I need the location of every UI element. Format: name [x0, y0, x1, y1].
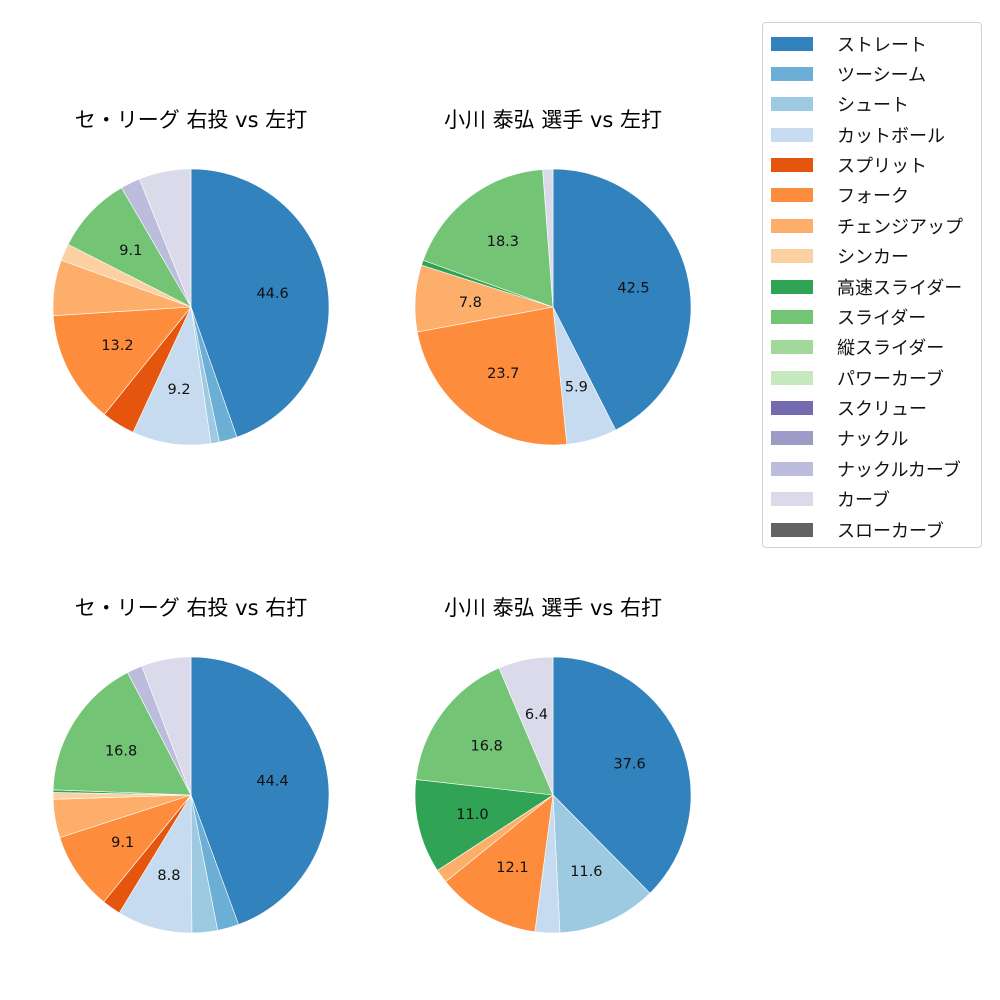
pie-slice: [422, 169, 554, 308]
legend-item: ナックルカーブ: [771, 458, 961, 481]
pie-slice: [542, 168, 554, 308]
legend-item: スクリュー: [771, 397, 927, 420]
legend-swatch: [771, 280, 813, 294]
pie-slice: [59, 794, 192, 903]
pie-slice-label: 13.2: [101, 338, 133, 354]
legend-swatch: [771, 249, 813, 263]
pie-slice: [415, 667, 554, 796]
pie-slice: [52, 306, 192, 415]
pie-slice-label: 9.2: [168, 382, 191, 398]
legend-swatch: [771, 67, 813, 81]
legend-item: シンカー: [771, 245, 909, 268]
legend-swatch: [771, 431, 813, 445]
pie-slice: [52, 672, 192, 796]
pie-slice-label: 6.4: [525, 707, 548, 723]
pie-slice-label: 18.3: [487, 234, 519, 250]
chart-title-league-vs-right: セ・リーグ 右投 vs 右打: [74, 596, 308, 620]
pie-slice-label: 9.1: [119, 243, 142, 259]
pie-slice-label: 16.8: [470, 738, 502, 754]
pie-slice-label: 7.8: [459, 295, 482, 311]
pie-slice: [552, 794, 651, 934]
legend-item: ツーシーム: [771, 63, 926, 86]
legend-swatch: [771, 401, 813, 415]
chart-title-player-vs-right: 小川 泰弘 選手 vs 右打: [443, 596, 663, 620]
legend-swatch: [771, 219, 813, 233]
legend-item: スローカーブ: [771, 519, 944, 542]
pie-slice: [552, 656, 692, 894]
pie-slice-label: 42.5: [617, 281, 649, 297]
pie-slice: [141, 656, 192, 796]
legend-swatch: [771, 158, 813, 172]
pie-slice: [132, 305, 212, 446]
legend-item: カーブ: [771, 488, 890, 511]
pie-slice-label: 5.9: [565, 379, 588, 395]
pie-slice: [190, 656, 330, 925]
pie-slice: [445, 794, 554, 933]
pie-slice-label: 44.4: [256, 774, 288, 790]
legend-swatch: [771, 523, 813, 537]
legend-swatch: [771, 310, 813, 324]
pie-slice: [552, 168, 692, 431]
chart-title-player-vs-left: 小川 泰弘 選手 vs 左打: [443, 108, 663, 132]
pie-slice-label: 8.8: [157, 868, 180, 884]
pie-slice-label: 23.7: [487, 366, 519, 382]
legend-swatch: [771, 97, 813, 111]
pie-slice-label: 44.6: [256, 286, 288, 302]
legend-swatch: [771, 37, 813, 51]
legend-swatch: [771, 492, 813, 506]
legend-item: カットボール: [771, 124, 945, 147]
legend-item: チェンジアップ: [771, 215, 963, 238]
pie-slice-label: 9.1: [111, 835, 134, 851]
legend-item: フォーク: [771, 184, 909, 207]
legend-item: 縦スライダー: [771, 336, 944, 359]
pie-slice: [67, 187, 192, 308]
legend-item: パワーカーブ: [771, 367, 944, 390]
pie-slice-label: 16.8: [105, 744, 137, 760]
pie-slice: [414, 779, 554, 871]
legend-swatch: [771, 462, 813, 476]
chart-title-league-vs-left: セ・リーグ 右投 vs 左打: [74, 108, 308, 132]
legend-swatch: [771, 128, 813, 142]
legend-item: ナックル: [771, 427, 908, 450]
pie-slice: [498, 656, 554, 796]
pie-slice: [416, 306, 568, 446]
legend-swatch: [771, 188, 813, 202]
legend: ストレート ツーシーム シュート カットボール スプリット フォーク チェンジア…: [762, 22, 982, 548]
legend-item: スプリット: [771, 154, 927, 177]
pie-slice: [139, 168, 192, 308]
pie-slice: [190, 168, 330, 438]
legend-swatch: [771, 371, 813, 385]
legend-item: ストレート: [771, 33, 927, 56]
legend-item: 高速スライダー: [771, 276, 962, 299]
pie-slice-label: 12.1: [496, 860, 528, 876]
legend-swatch: [771, 340, 813, 354]
pie-slice-label: 11.6: [570, 864, 602, 880]
legend-item: シュート: [771, 93, 909, 116]
pie-slice-label: 37.6: [613, 757, 645, 773]
pie-slice-label: 11.0: [456, 807, 488, 823]
legend-item: スライダー: [771, 306, 926, 329]
